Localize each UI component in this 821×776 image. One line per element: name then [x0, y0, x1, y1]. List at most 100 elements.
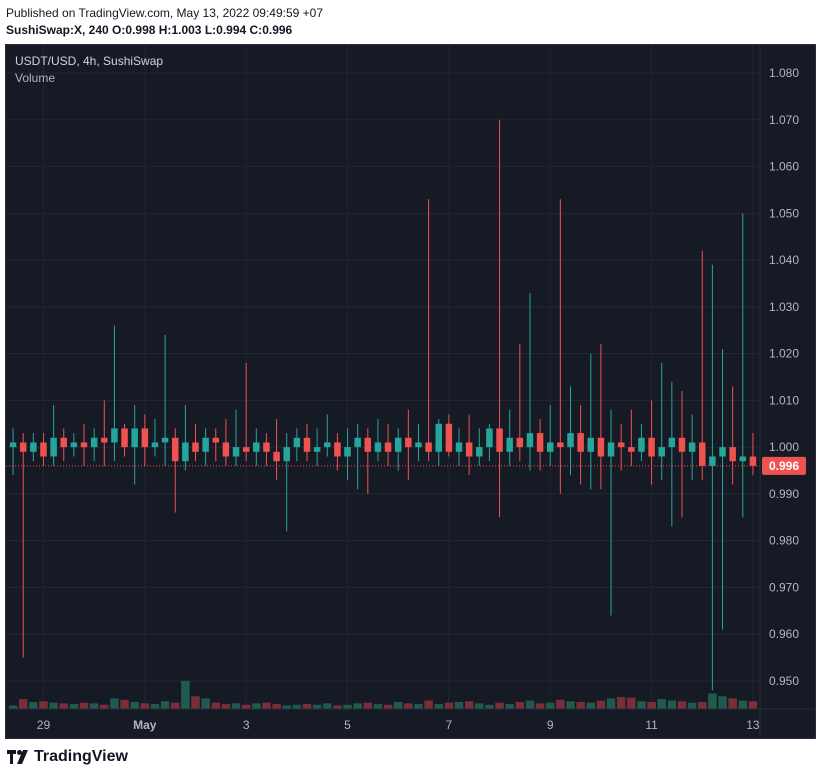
- candle-body: [151, 442, 159, 448]
- volume-bar: [454, 701, 464, 709]
- candle-body: [141, 428, 149, 448]
- volume-bar: [434, 704, 443, 709]
- symbol-label: SushiSwap:X, 240: [6, 23, 109, 37]
- candle-body: [354, 437, 361, 448]
- ohlc-high-label: H:: [158, 23, 172, 37]
- volume-bar: [667, 700, 677, 709]
- candle-body: [364, 437, 372, 452]
- ohlc-high: 1.003: [171, 23, 202, 37]
- last-price-tag-text: 0.996: [769, 459, 799, 473]
- volume-bar: [49, 702, 58, 709]
- volume-bar: [8, 705, 18, 709]
- chart-panel[interactable]: 1.080 1.070 1.060 1.050 1.040 1.030 1.020 1.010…: [5, 44, 816, 739]
- candle-body: [577, 433, 584, 452]
- volume-bar: [637, 701, 646, 709]
- volume-bar: [535, 703, 545, 709]
- candle-body: [303, 437, 311, 452]
- candle-body: [496, 428, 503, 452]
- price-tick-label: 1.030: [769, 300, 799, 314]
- volume-bar: [343, 704, 352, 709]
- candle-body: [617, 442, 625, 448]
- candle-body: [263, 442, 270, 452]
- volume-bar: [495, 702, 504, 709]
- time-tick-label: 29: [37, 718, 51, 732]
- volume-bar: [718, 696, 727, 709]
- volume-bar: [728, 698, 737, 709]
- candle-body: [324, 442, 331, 448]
- volume-bar: [475, 703, 484, 709]
- volume-bar: [596, 700, 606, 709]
- candle-body: [242, 447, 250, 452]
- tradingview-logo-icon: [7, 750, 28, 764]
- volume-bar: [170, 702, 180, 709]
- candle-body: [111, 428, 118, 443]
- candle-body: [425, 442, 432, 452]
- price-tick-label: 0.960: [769, 627, 799, 641]
- price-axis[interactable]: 1.080 1.070 1.060 1.050 1.040 1.030 1.020 1.010…: [769, 66, 799, 688]
- volume-bar: [221, 704, 231, 709]
- candle-body: [212, 437, 220, 443]
- tradingview-brand-text: TradingView: [34, 748, 128, 765]
- candle-body: [50, 437, 57, 457]
- volume-bar: [323, 703, 332, 709]
- ohlc-low-label: L:: [204, 23, 217, 37]
- volume-bar: [485, 704, 494, 709]
- volume-bar: [211, 702, 221, 709]
- volume-bar: [404, 703, 413, 709]
- volume-bar: [708, 693, 717, 709]
- candle-body: [506, 437, 513, 452]
- candles: [9, 119, 757, 691]
- candle-body: [476, 447, 483, 457]
- candle-body: [445, 423, 453, 452]
- ohlc-open-label: O:: [112, 23, 126, 37]
- candle-body: [131, 428, 138, 448]
- volume-bar: [444, 702, 454, 709]
- candle-body: [455, 442, 463, 452]
- time-axis[interactable]: 29 May 3 5 7 9 11 13: [37, 718, 760, 732]
- candle-body: [658, 447, 665, 457]
- ohlc-close-label: C:: [249, 23, 263, 37]
- price-tick-label: 1.000: [769, 440, 799, 454]
- volume-bar: [191, 696, 200, 709]
- volume-bar: [282, 705, 291, 709]
- price-tick-label: 1.010: [769, 393, 799, 407]
- candle-body: [283, 447, 290, 462]
- volume-bar: [120, 699, 129, 709]
- candle-body: [70, 442, 78, 448]
- volume-bar: [333, 705, 342, 709]
- candle-body: [668, 437, 676, 448]
- volume-bar: [373, 704, 383, 709]
- volume-bar: [424, 700, 433, 709]
- candle-body: [19, 442, 27, 452]
- candle-body: [80, 442, 88, 448]
- publish-header: Published on TradingView.com, May 13, 20…: [0, 0, 821, 44]
- candle-body: [202, 437, 209, 452]
- volume-bar: [89, 703, 99, 709]
- volume-bar: [738, 700, 748, 709]
- volume-legend-label: Volume: [15, 71, 55, 85]
- ohlc-close: 0.996: [262, 23, 293, 37]
- volume-bar: [100, 704, 109, 709]
- volume-bar: [353, 703, 362, 709]
- candle-body: [405, 437, 412, 448]
- candle-body: [232, 447, 240, 457]
- ohlc-open: 0.998: [125, 23, 156, 37]
- time-tick-label: May: [133, 718, 157, 732]
- ohlc-low: 0.994: [216, 23, 247, 37]
- candle-body: [313, 447, 321, 452]
- candle-body: [253, 442, 260, 452]
- candle-body: [729, 447, 736, 462]
- volume-bar: [69, 704, 79, 709]
- candle-body: [121, 428, 128, 448]
- last-price-tag: 0.996: [762, 456, 806, 475]
- candlestick-chart[interactable]: 1.080 1.070 1.060 1.050 1.040 1.030 1.020 1.010…: [6, 45, 815, 738]
- volume-bar: [606, 698, 616, 709]
- volume-bar: [383, 704, 393, 709]
- volume-bar: [181, 680, 190, 709]
- volume-bar: [627, 697, 636, 709]
- price-tick-label: 1.080: [769, 66, 799, 80]
- candle-body: [9, 442, 17, 448]
- volume-bar: [677, 701, 687, 709]
- candle-body: [394, 437, 402, 452]
- candle-body: [374, 442, 382, 452]
